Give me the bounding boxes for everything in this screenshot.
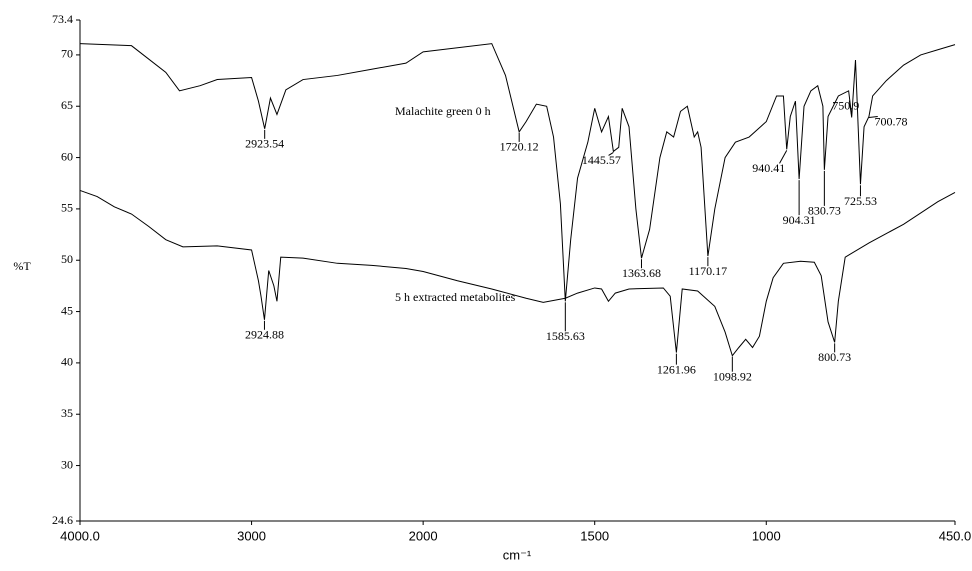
peak-label: 830.73 [808, 204, 841, 218]
peak-label: 700.78 [874, 114, 907, 128]
peak-label: 725.53 [844, 194, 877, 208]
peak-leader [848, 100, 853, 118]
peak-label: 1098.92 [713, 369, 752, 383]
peak-leader [608, 151, 614, 156]
peak-label: 1261.96 [657, 362, 696, 376]
peak-label: 1363.68 [622, 266, 661, 280]
x-axis-label: cm⁻¹ [503, 547, 532, 562]
y-tick-label: 24.6 [52, 513, 73, 527]
peak-label: 940.41 [752, 161, 785, 175]
peak-label: 1445.57 [582, 153, 621, 167]
y-tick-label: 73.4 [52, 12, 73, 26]
x-tick-label: 2000 [409, 528, 438, 543]
peak-label: 2923.54 [245, 137, 284, 151]
peak-label: 1170.17 [689, 264, 728, 278]
x-tick-label: 4000.0 [60, 528, 100, 543]
x-tick-label: 1000 [752, 528, 781, 543]
series-label: 5 h extracted metabolites [395, 290, 516, 304]
y-tick-label: 45 [61, 303, 73, 317]
peak-leader [779, 150, 788, 164]
y-tick-label: 50 [61, 252, 73, 266]
y-tick-label: 55 [61, 201, 73, 215]
peak-leader [868, 116, 878, 119]
series-label: Malachite green 0 h [395, 104, 491, 118]
x-tick-label: 450.0 [939, 528, 972, 543]
spectrum-line [79, 43, 956, 302]
x-tick-label: 3000 [237, 528, 266, 543]
y-tick-label: 35 [61, 406, 73, 420]
peak-label: 1720.12 [500, 140, 539, 154]
y-tick-label: 65 [61, 98, 73, 112]
y-tick-label: 30 [61, 457, 73, 471]
peak-label: 750.9 [832, 98, 859, 112]
peak-label: 904.31 [783, 213, 816, 227]
y-tick-label: 60 [61, 149, 73, 163]
peak-label: 1585.63 [546, 329, 585, 343]
y-tick-label: 40 [61, 355, 73, 369]
spectrum-line [79, 189, 956, 357]
y-axis-label: %T [13, 259, 31, 273]
y-tick-label: 70 [61, 47, 73, 61]
peak-label: 2924.88 [245, 328, 284, 342]
peak-label: 800.73 [818, 350, 851, 364]
x-tick-label: 1500 [580, 528, 609, 543]
